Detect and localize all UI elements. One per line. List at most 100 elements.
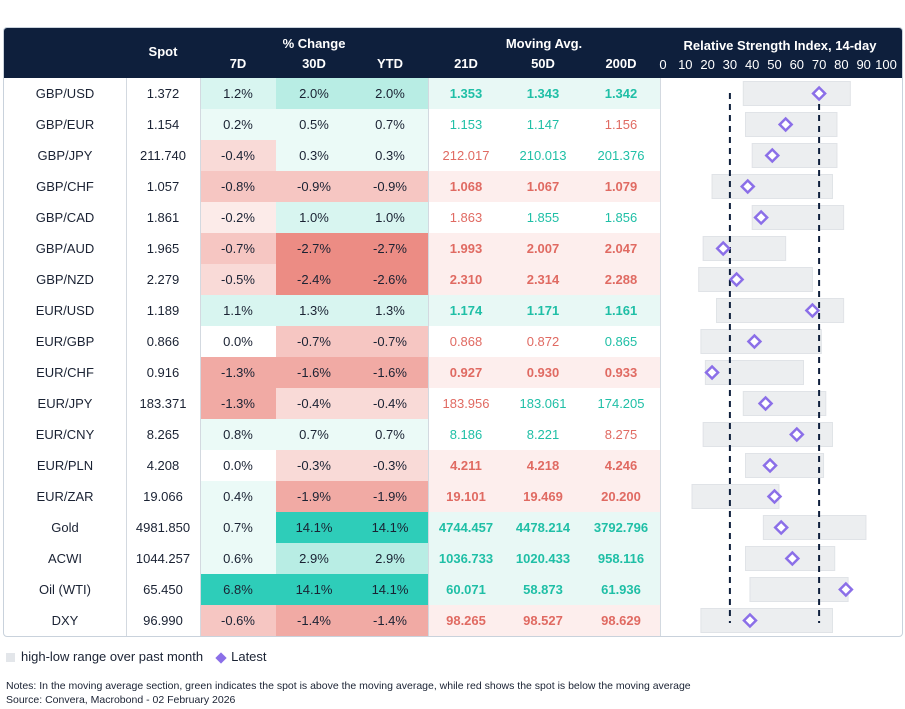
divider-ma bbox=[660, 78, 661, 636]
cell-ytd: -0.3% bbox=[352, 450, 428, 481]
cell-ma50: 210.013 bbox=[519, 148, 567, 163]
cell-ma200: 2.288 bbox=[604, 272, 638, 287]
cell-name: GBP/EUR bbox=[35, 117, 95, 132]
ma-background bbox=[428, 357, 660, 388]
cell-ma21: 212.017 bbox=[442, 148, 490, 163]
rsi-range-bar bbox=[711, 174, 833, 199]
cell-name: GBP/NZD bbox=[36, 272, 94, 287]
cell-ma50: 1.147 bbox=[526, 117, 560, 132]
cell-ma21: 0.927 bbox=[449, 365, 483, 380]
rsi-latest-marker bbox=[757, 395, 774, 412]
cell-d30: -0.7% bbox=[276, 326, 352, 357]
cell-name: Gold bbox=[51, 520, 79, 535]
cell-ma50: 2.007 bbox=[526, 241, 560, 256]
rsi-chart bbox=[691, 81, 867, 633]
rsi-range-bar bbox=[702, 422, 833, 447]
cell-ma200: 958.116 bbox=[597, 551, 645, 566]
source-line: Source: Convera, Macrobond - 02 February… bbox=[6, 694, 236, 706]
cell-name: GBP/AUD bbox=[35, 241, 95, 256]
table-row: ACWI 1044.257 0.6% 2.9% 2.9% 1036.733 1020.433… bbox=[4, 543, 902, 574]
cell-ma50: 8.221 bbox=[526, 427, 560, 442]
data-table: Spot % Change 7D 30D YTD Moving Avg. 21D… bbox=[3, 27, 903, 637]
cell-name: EUR/PLN bbox=[36, 458, 94, 473]
rsi-range-bar bbox=[691, 484, 780, 509]
cell-d7: -0.4% bbox=[200, 140, 276, 171]
cell-d7: 0.8% bbox=[200, 419, 276, 450]
cell-ytd: -2.7% bbox=[352, 233, 428, 264]
cell-d7: -0.7% bbox=[200, 233, 276, 264]
cell-name: Oil (WTI) bbox=[39, 582, 91, 597]
rsi-tick-label: 40 bbox=[744, 57, 760, 72]
cell-ytd: -1.4% bbox=[352, 605, 428, 636]
pct-change-header: % Change bbox=[282, 36, 346, 51]
cell-ma21: 4.211 bbox=[450, 458, 482, 473]
rsi-latest-marker bbox=[715, 240, 731, 257]
cell-spot: 4.208 bbox=[146, 458, 180, 473]
ma-background bbox=[428, 78, 660, 109]
cell-d30: 2.0% bbox=[276, 78, 352, 109]
rsi-latest-marker bbox=[811, 85, 827, 102]
cell-name: GBP/CAD bbox=[35, 210, 95, 225]
cell-name: GBP/USD bbox=[35, 86, 95, 101]
table-row: EUR/JPY 183.371 -1.3% -0.4% -0.4% 183.956 183.… bbox=[4, 388, 902, 419]
cell-spot: 183.371 bbox=[139, 396, 187, 411]
rsi-latest-marker bbox=[753, 209, 769, 226]
rsi-tick-label: 0 bbox=[659, 57, 667, 72]
cell-d30: -1.9% bbox=[276, 481, 352, 512]
rsi-latest-marker bbox=[838, 581, 854, 598]
cell-name: DXY bbox=[51, 613, 79, 628]
cell-d30: 1.3% bbox=[276, 295, 352, 326]
table-row: EUR/GBP 0.866 0.0% -0.7% -0.7% 0.868 0.872 0.86… bbox=[4, 326, 902, 357]
cell-ma50: 1020.433 bbox=[515, 551, 571, 566]
cell-ma21: 4744.457 bbox=[438, 520, 494, 535]
cell-ma50: 4478.214 bbox=[515, 520, 571, 535]
cell-ma50: 0.930 bbox=[526, 365, 560, 380]
cell-ytd: -0.7% bbox=[352, 326, 428, 357]
table-header: Spot % Change 7D 30D YTD Moving Avg. 21D… bbox=[4, 28, 902, 78]
ma-background bbox=[428, 512, 660, 543]
cell-d30: -1.6% bbox=[276, 357, 352, 388]
cell-ma200: 1.156 bbox=[604, 117, 638, 132]
cell-spot: 65.450 bbox=[143, 582, 183, 597]
divider-spot bbox=[200, 78, 201, 636]
cell-ytd: -1.6% bbox=[352, 357, 428, 388]
cell-d7: 1.1% bbox=[200, 295, 276, 326]
cell-ma200: 1.342 bbox=[604, 86, 638, 101]
cell-ma21: 1.863 bbox=[449, 210, 483, 225]
moving-avg-header: Moving Avg. bbox=[505, 36, 583, 51]
rsi-range-bar bbox=[704, 360, 804, 385]
cell-ma50: 1.171 bbox=[526, 303, 560, 318]
cell-ma200: 20.200 bbox=[601, 489, 641, 504]
notes-line: Notes: In the moving average section, gr… bbox=[6, 680, 691, 692]
cell-spot: 0.916 bbox=[146, 365, 180, 380]
rsi-range-bar bbox=[749, 577, 849, 602]
rsi-latest-marker bbox=[739, 178, 756, 195]
cell-ma21: 0.868 bbox=[449, 334, 483, 349]
cell-spot: 1.861 bbox=[146, 210, 180, 225]
cell-ma200: 4.246 bbox=[604, 458, 638, 473]
cell-ytd: -1.9% bbox=[352, 481, 428, 512]
table-row: EUR/CHF 0.916 -1.3% -1.6% -1.6% 0.927 0.930 0.9… bbox=[4, 357, 902, 388]
rsi-tick-label: 20 bbox=[700, 57, 715, 72]
rsi-latest-marker bbox=[704, 364, 720, 381]
cell-ma21: 1.174 bbox=[449, 303, 483, 318]
rsi-latest-marker bbox=[742, 612, 758, 629]
ma-background bbox=[428, 481, 660, 512]
cell-ytd: 2.9% bbox=[352, 543, 428, 574]
rsi-latest-marker bbox=[777, 116, 794, 133]
cell-spot: 1.154 bbox=[146, 117, 180, 132]
cell-d7: 6.8% bbox=[200, 574, 276, 605]
ma-background bbox=[428, 264, 660, 295]
cell-ma21: 1.153 bbox=[449, 117, 483, 132]
cell-ma50: 1.855 bbox=[526, 210, 560, 225]
legend-range-label: high-low range over past month bbox=[21, 649, 204, 664]
cell-ytd: 1.3% bbox=[352, 295, 428, 326]
cell-ma21: 1.353 bbox=[449, 86, 483, 101]
rsi-latest-marker bbox=[773, 519, 789, 536]
latest-diamond-icon bbox=[215, 651, 227, 664]
rsi-latest-marker bbox=[728, 271, 745, 288]
cell-ma21: 8.186 bbox=[449, 427, 483, 442]
table-row: EUR/ZAR 19.066 0.4% -1.9% -1.9% 19.101 19.469 2… bbox=[4, 481, 902, 512]
cell-d30: -2.7% bbox=[276, 233, 352, 264]
ma-background bbox=[428, 574, 660, 605]
